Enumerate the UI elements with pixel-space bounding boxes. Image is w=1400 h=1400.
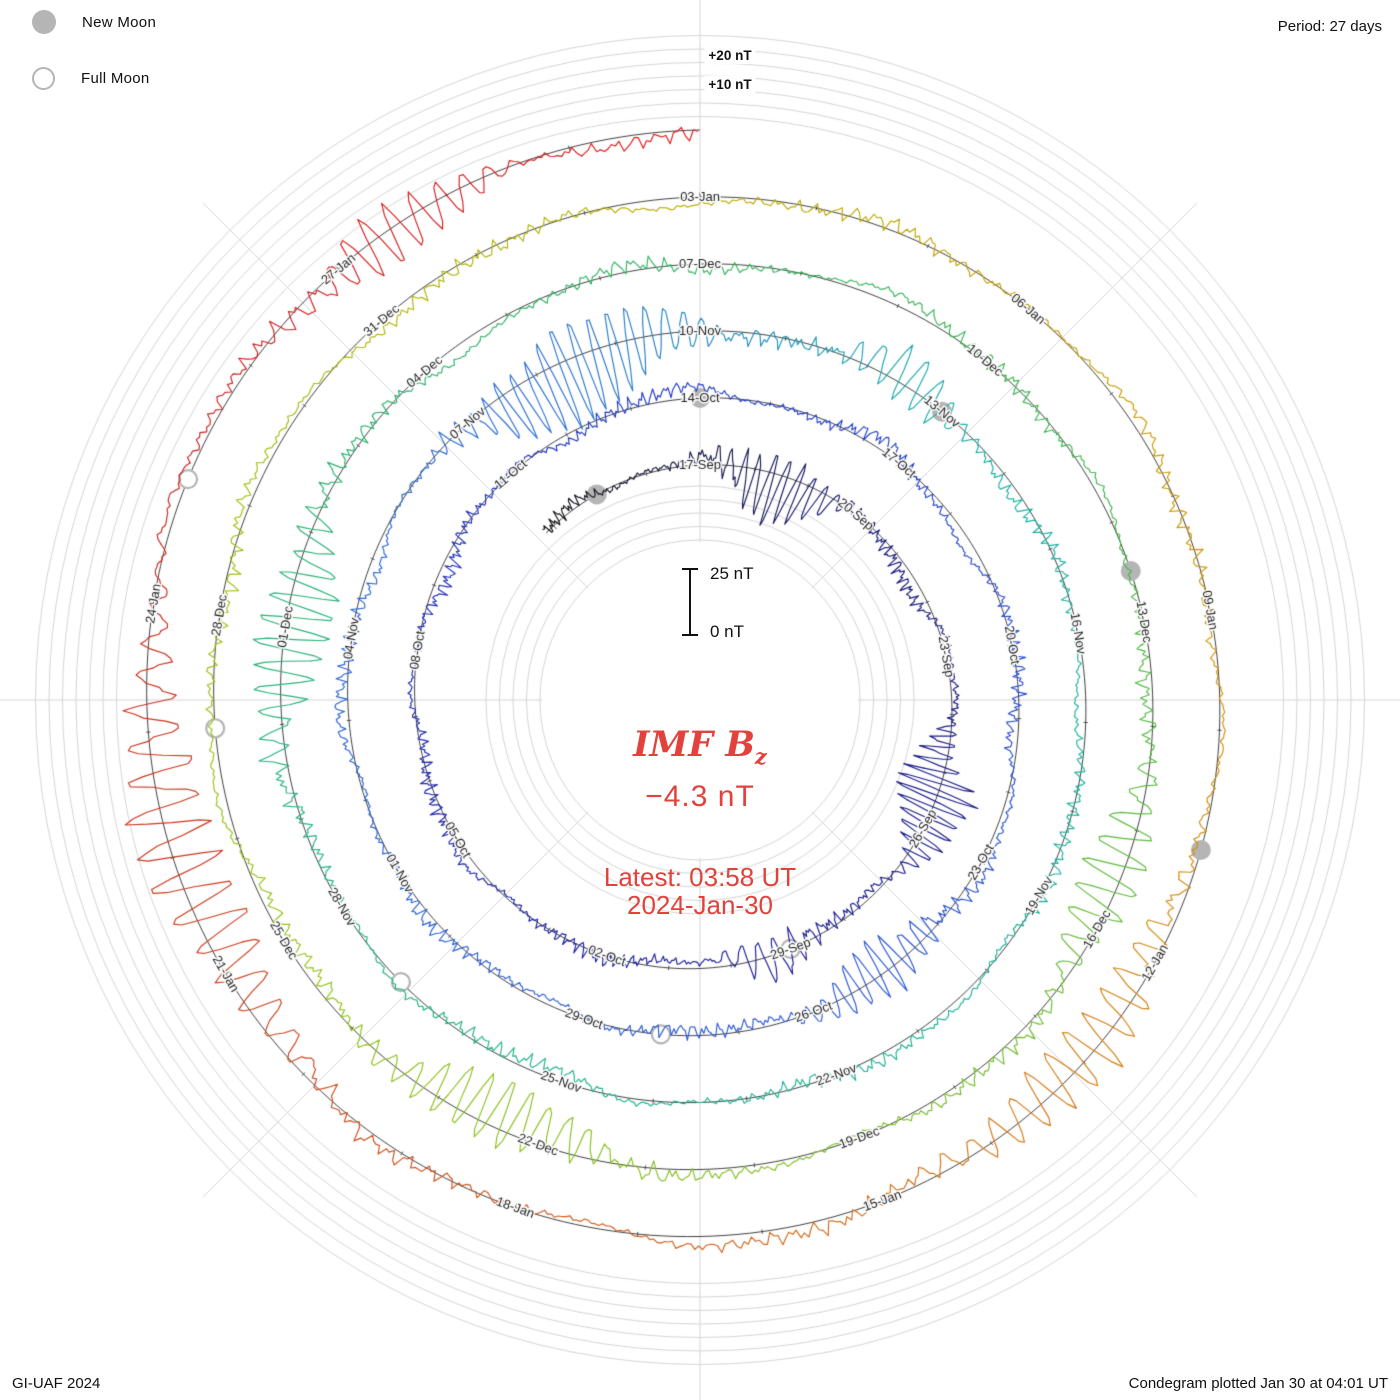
chart-title-main: IMF B xyxy=(633,724,755,765)
new-moon-icon xyxy=(32,10,56,34)
chart-title: IMF Bz xyxy=(633,724,767,769)
credit-label: GI-UAF 2024 xyxy=(12,1375,101,1392)
plus-10nt-ring-label: +10 nT xyxy=(704,76,756,93)
scalebar-top-label: 25 nT xyxy=(710,564,754,583)
scalebar-line xyxy=(689,568,691,636)
plus-20nt-ring-label: +20 nT xyxy=(704,47,756,64)
legend-full-moon: Full Moon xyxy=(32,67,150,90)
chart-title-subscript: z xyxy=(754,744,767,769)
period-label: Period: 27 days xyxy=(1277,18,1382,35)
current-value: −4.3 nT xyxy=(645,780,755,813)
new-moon-label: New Moon xyxy=(82,13,157,31)
full-moon-label: Full Moon xyxy=(81,70,150,87)
amplitude-scalebar: 25 nT 0 nT xyxy=(680,564,770,641)
scalebar-bottom-label: 0 nT xyxy=(710,622,745,641)
full-moon-icon xyxy=(32,67,55,90)
scalebar-bottom-cap xyxy=(682,634,698,636)
latest-date: 2024-Jan-30 xyxy=(627,890,773,920)
legend-new-moon: New Moon xyxy=(32,10,156,34)
plotted-timestamp: Condegram plotted Jan 30 at 04:01 UT xyxy=(1128,1375,1388,1392)
latest-time: Latest: 03:58 UT xyxy=(603,862,797,892)
